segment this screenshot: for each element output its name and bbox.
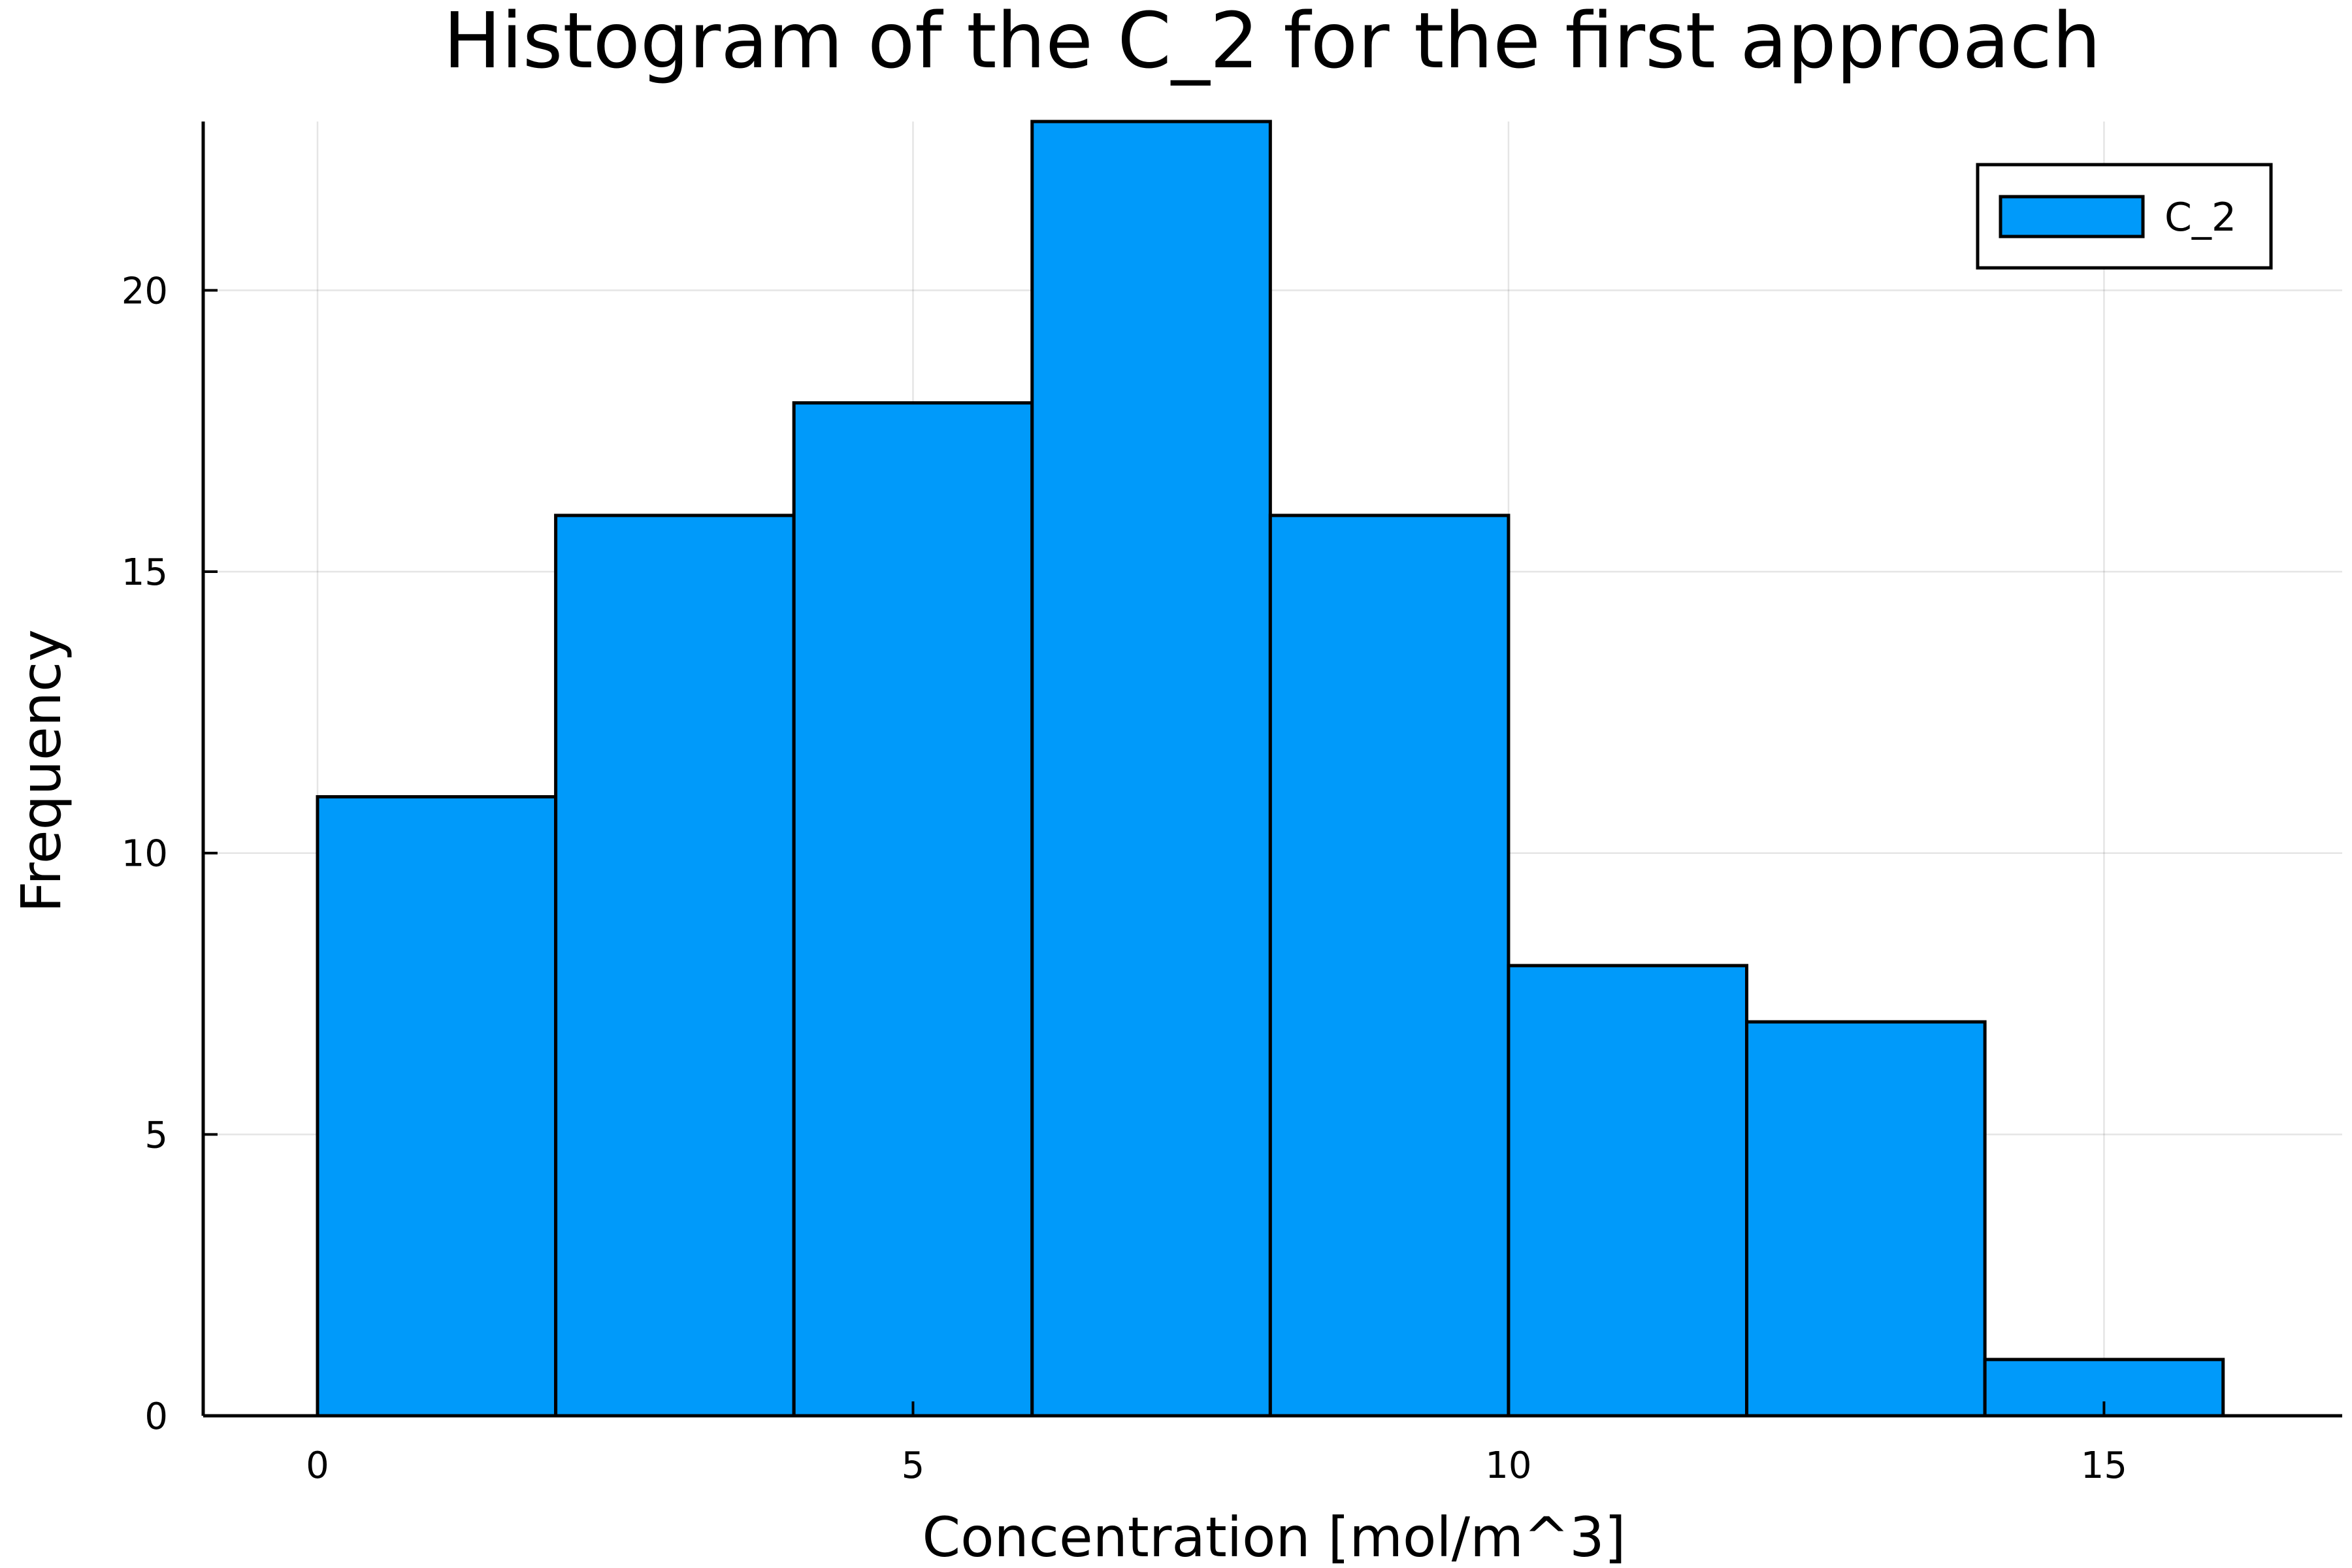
histogram-bar (316, 795, 558, 1418)
y-tick-label: 20 (122, 270, 168, 312)
histogram-bar (1745, 1020, 1987, 1418)
legend: C_2 (1976, 163, 2273, 270)
legend-label: C_2 (2164, 195, 2236, 240)
axes (201, 122, 2342, 1418)
histogram-bars (316, 120, 2225, 1418)
legend-swatch (1999, 195, 2145, 238)
histogram-bar (1507, 964, 1749, 1418)
x-tick-label: 10 (1485, 1445, 1531, 1487)
y-tick-label: 10 (122, 833, 168, 875)
histogram-bar (1268, 514, 1511, 1418)
x-tick-label: 0 (306, 1445, 329, 1487)
x-tick-label: 15 (2081, 1445, 2127, 1487)
y-tick-label: 15 (122, 551, 168, 594)
y-axis-label: Frequency (9, 629, 73, 913)
histogram-bar (554, 514, 796, 1418)
y-tick-label: 5 (144, 1114, 168, 1156)
x-tick-label: 5 (902, 1445, 925, 1487)
x-axis-ticks: 0 5 10 15 (306, 1401, 2127, 1487)
y-axis-ticks: 0 5 10 15 20 (122, 270, 218, 1438)
chart-title: Histogram of the C_2 for the first appro… (443, 0, 2100, 86)
x-axis-label: Concentration [mol/m^3] (923, 1505, 1626, 1568)
histogram-bar (1030, 120, 1272, 1418)
y-tick-label: 0 (144, 1396, 168, 1438)
histogram-bar (792, 401, 1034, 1418)
